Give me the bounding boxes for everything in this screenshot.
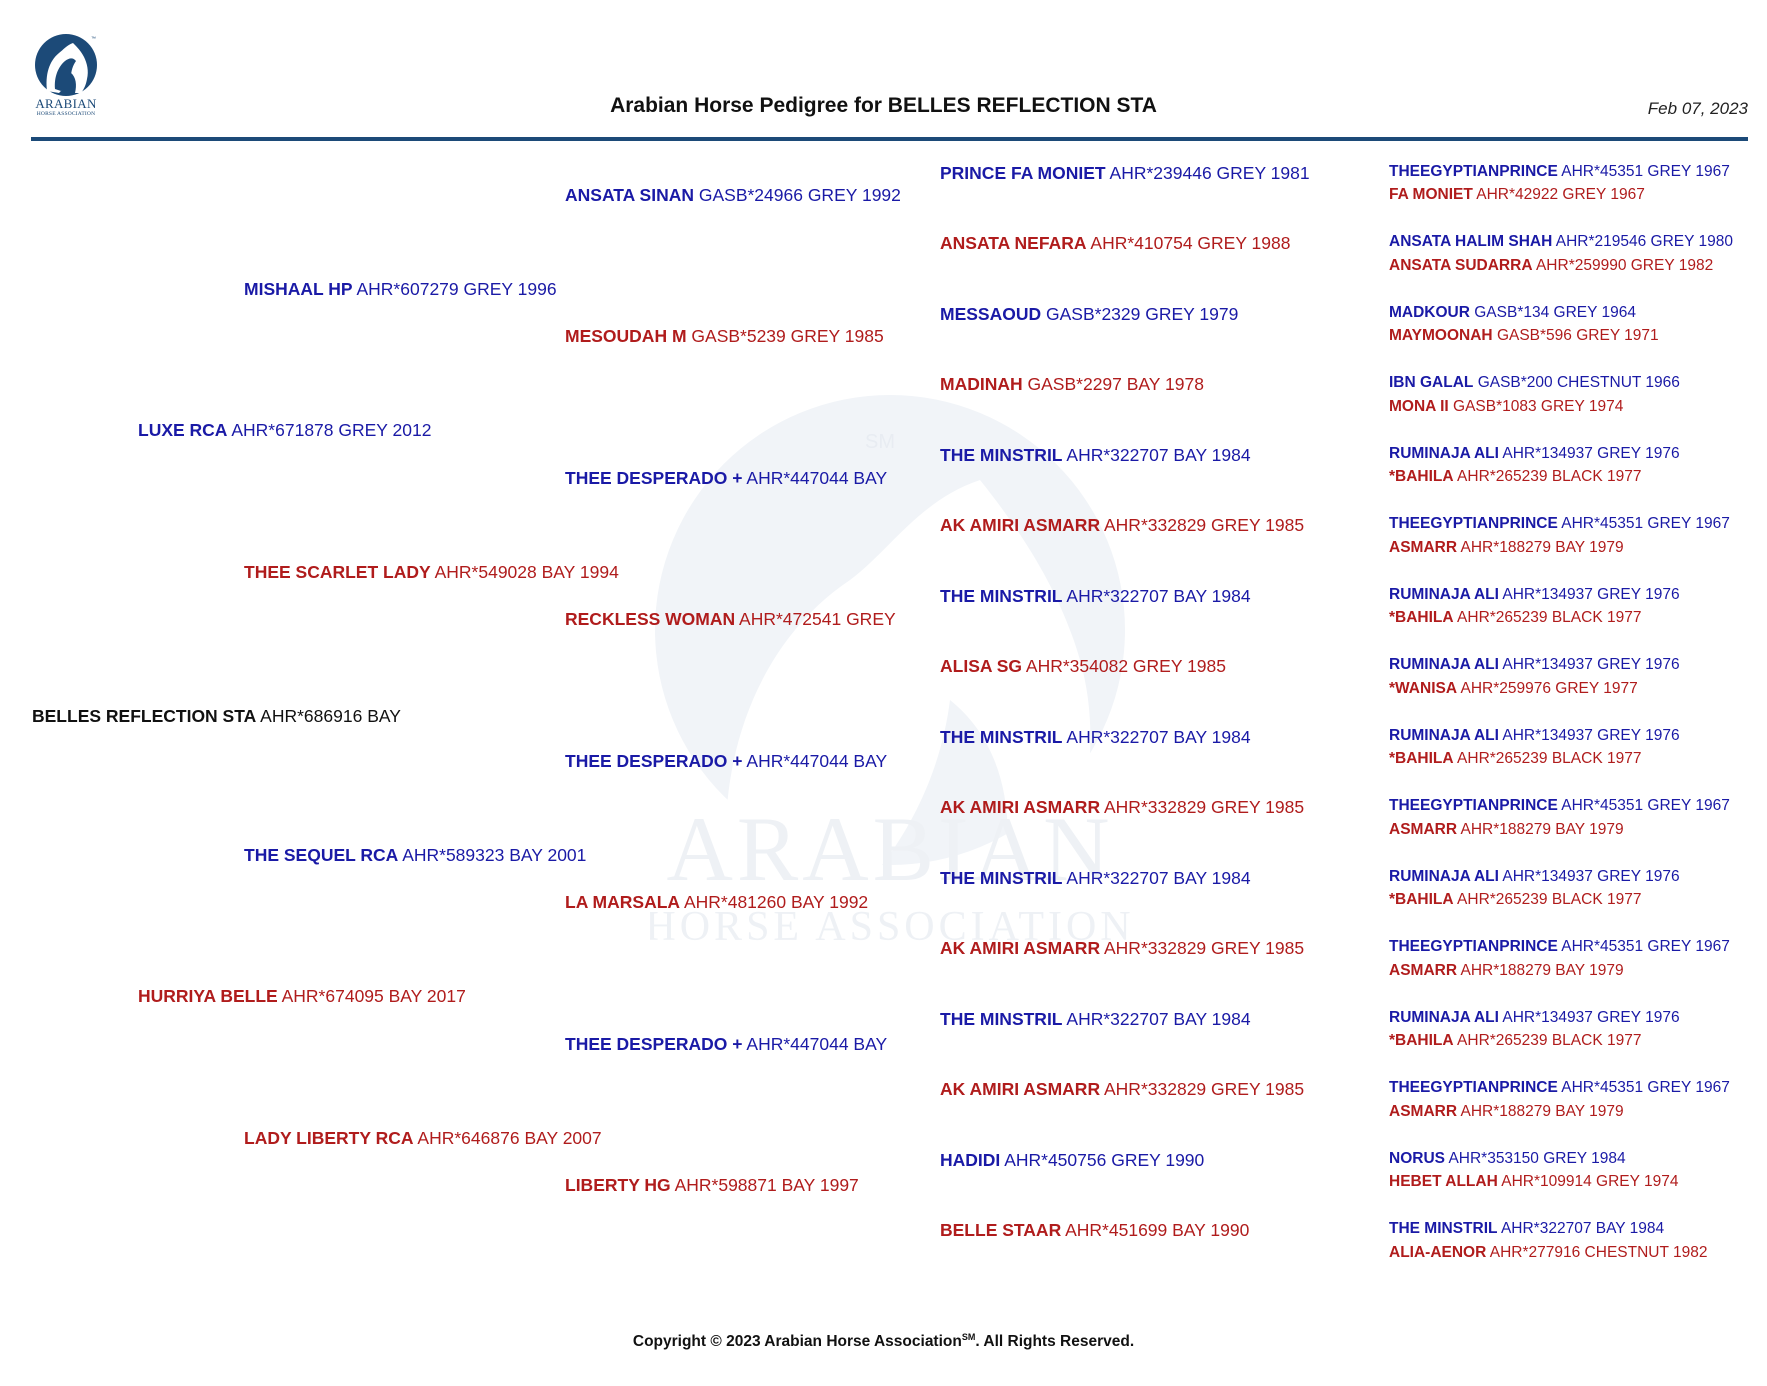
horse-head-logo-icon: ™ <box>35 34 97 96</box>
pedigree-gen5-entry: ASMARR AHR*188279 BAY 1979 <box>1389 821 1624 838</box>
svg-text:™: ™ <box>91 36 96 42</box>
pedigree-gen4-entry: HADIDI AHR*450756 GREY 1990 <box>940 1150 1205 1170</box>
pedigree-gen4-entry: THE MINSTRIL AHR*322707 BAY 1984 <box>940 445 1251 465</box>
pedigree-gen5-entry: *WANISA AHR*259976 GREY 1977 <box>1389 680 1638 697</box>
pedigree-gen5-entry: RUMINAJA ALI AHR*134937 GREY 1976 <box>1389 727 1680 744</box>
pedigree-gen5-entry: RUMINAJA ALI AHR*134937 GREY 1976 <box>1389 656 1680 673</box>
pedigree-gen3-entry: THEE DESPERADO + AHR*447044 BAY <box>565 468 888 488</box>
pedigree-gen5-entry: RUMINAJA ALI AHR*134937 GREY 1976 <box>1389 1009 1680 1026</box>
pedigree-gen5-entry: MAYMOONAH GASB*596 GREY 1971 <box>1389 327 1659 344</box>
watermark-line2: HORSE ASSOCIATION <box>650 904 1130 950</box>
pedigree-gen4-entry: AK AMIRI ASMARR AHR*332829 GREY 1985 <box>940 515 1305 535</box>
pedigree-gen2-entry: THEE SCARLET LADY AHR*549028 BAY 1994 <box>244 562 619 582</box>
pedigree-gen5-entry: IBN GALAL GASB*200 CHESTNUT 1966 <box>1389 374 1680 391</box>
pedigree-gen3-entry: RECKLESS WOMAN AHR*472541 GREY <box>565 609 896 629</box>
pedigree-gen2-entry: THE SEQUEL RCA AHR*589323 BAY 2001 <box>244 845 587 865</box>
pedigree-gen4-entry: PRINCE FA MONIET AHR*239446 GREY 1981 <box>940 163 1310 183</box>
pedigree-gen5-entry: ALIA-AENOR AHR*277916 CHESTNUT 1982 <box>1389 1244 1708 1261</box>
pedigree-gen5-entry: THEEGYPTIANPRINCE AHR*45351 GREY 1967 <box>1389 515 1730 532</box>
pedigree-gen5-entry: MONA II GASB*1083 GREY 1974 <box>1389 398 1624 415</box>
pedigree-gen4-entry: MADINAH GASB*2297 BAY 1978 <box>940 374 1204 394</box>
pedigree-gen5-entry: HEBET ALLAH AHR*109914 GREY 1974 <box>1389 1173 1679 1190</box>
pedigree-sire: LUXE RCA AHR*671878 GREY 2012 <box>138 420 432 440</box>
pedigree-gen5-entry: ASMARR AHR*188279 BAY 1979 <box>1389 1103 1624 1120</box>
pedigree-gen4-entry: AK AMIRI ASMARR AHR*332829 GREY 1985 <box>940 797 1305 817</box>
pedigree-gen5-entry: RUMINAJA ALI AHR*134937 GREY 1976 <box>1389 445 1680 462</box>
pedigree-dam: HURRIYA BELLE AHR*674095 BAY 2017 <box>138 986 466 1006</box>
watermark-line1: ARABIAN <box>666 798 1113 900</box>
pedigree-gen5-entry: NORUS AHR*353150 GREY 1984 <box>1389 1150 1626 1167</box>
pedigree-gen5-entry: FA MONIET AHR*42922 GREY 1967 <box>1389 186 1645 203</box>
pedigree-gen5-entry: THEEGYPTIANPRINCE AHR*45351 GREY 1967 <box>1389 163 1730 180</box>
pedigree-gen5-entry: ANSATA SUDARRA AHR*259990 GREY 1982 <box>1389 257 1714 274</box>
pedigree-gen5-entry: *BAHILA AHR*265239 BLACK 1977 <box>1389 609 1642 626</box>
pedigree-gen2-entry: LADY LIBERTY RCA AHR*646876 BAY 2007 <box>244 1128 602 1148</box>
pedigree-gen5-entry: THEEGYPTIANPRINCE AHR*45351 GREY 1967 <box>1389 1079 1730 1096</box>
pedigree-gen3-entry: THEE DESPERADO + AHR*447044 BAY <box>565 1034 888 1054</box>
pedigree-gen5-entry: *BAHILA AHR*265239 BLACK 1977 <box>1389 1032 1642 1049</box>
report-date: Feb 07, 2023 <box>1647 99 1748 118</box>
pedigree-gen2-entry: MISHAAL HP AHR*607279 GREY 1996 <box>244 279 557 299</box>
pedigree-gen4-entry: THE MINSTRIL AHR*322707 BAY 1984 <box>940 586 1251 606</box>
pedigree-gen3-entry: LIBERTY HG AHR*598871 BAY 1997 <box>565 1175 859 1195</box>
page-title: Arabian Horse Pedigree for BELLES REFLEC… <box>610 94 1157 117</box>
header-divider <box>31 137 1748 141</box>
logo-wordmark: ARABIAN <box>35 96 97 111</box>
aha-logo: ™ ARABIAN HORSE ASSOCIATION <box>29 31 103 123</box>
pedigree-gen5-entry: *BAHILA AHR*265239 BLACK 1977 <box>1389 750 1642 767</box>
pedigree-gen5-entry: THEEGYPTIANPRINCE AHR*45351 GREY 1967 <box>1389 938 1730 955</box>
watermark-horse-icon: SM ARABIAN HORSE ASSOCIATION <box>650 395 1130 950</box>
logo-subtext: HORSE ASSOCIATION <box>36 111 96 117</box>
pedigree-gen5-entry: ASMARR AHR*188279 BAY 1979 <box>1389 962 1624 979</box>
pedigree-gen4-entry: THE MINSTRIL AHR*322707 BAY 1984 <box>940 868 1251 888</box>
pedigree-gen4-entry: THE MINSTRIL AHR*322707 BAY 1984 <box>940 727 1251 747</box>
pedigree-gen5-entry: *BAHILA AHR*265239 BLACK 1977 <box>1389 468 1642 485</box>
pedigree-gen5-entry: THE MINSTRIL AHR*322707 BAY 1984 <box>1389 1220 1665 1237</box>
pedigree-gen4-entry: ANSATA NEFARA AHR*410754 GREY 1988 <box>940 233 1291 253</box>
pedigree-gen5-entry: *BAHILA AHR*265239 BLACK 1977 <box>1389 891 1642 908</box>
pedigree-gen5-entry: MADKOUR GASB*134 GREY 1964 <box>1389 304 1636 321</box>
pedigree-gen3-entry: THEE DESPERADO + AHR*447044 BAY <box>565 751 888 771</box>
subject-horse: BELLES REFLECTION STA AHR*686916 BAY <box>32 706 401 726</box>
pedigree-gen3-entry: LA MARSALA AHR*481260 BAY 1992 <box>565 892 869 912</box>
pedigree-gen4-entry: BELLE STAAR AHR*451699 BAY 1990 <box>940 1220 1250 1240</box>
pedigree-gen5-entry: THEEGYPTIANPRINCE AHR*45351 GREY 1967 <box>1389 797 1730 814</box>
watermark-mark: SM <box>865 431 895 453</box>
pedigree-gen5-entry: RUMINAJA ALI AHR*134937 GREY 1976 <box>1389 868 1680 885</box>
pedigree-gen4-entry: AK AMIRI ASMARR AHR*332829 GREY 1985 <box>940 1079 1305 1099</box>
pedigree-gen5-entry: ANSATA HALIM SHAH AHR*219546 GREY 1980 <box>1389 233 1733 250</box>
pedigree-gen5-entry: RUMINAJA ALI AHR*134937 GREY 1976 <box>1389 586 1680 603</box>
pedigree-gen4-entry: AK AMIRI ASMARR AHR*332829 GREY 1985 <box>940 938 1305 958</box>
pedigree-gen4-entry: ALISA SG AHR*354082 GREY 1985 <box>940 656 1226 676</box>
pedigree-gen5-entry: ASMARR AHR*188279 BAY 1979 <box>1389 539 1624 556</box>
pedigree-gen3-entry: MESOUDAH M GASB*5239 GREY 1985 <box>565 326 884 346</box>
pedigree-gen3-entry: ANSATA SINAN GASB*24966 GREY 1992 <box>565 185 901 205</box>
pedigree-gen4-entry: MESSAOUD GASB*2329 GREY 1979 <box>940 304 1239 324</box>
pedigree-gen4-entry: THE MINSTRIL AHR*322707 BAY 1984 <box>940 1009 1251 1029</box>
copyright-notice: Copyright © 2023 Arabian Horse Associati… <box>632 1332 1135 1351</box>
